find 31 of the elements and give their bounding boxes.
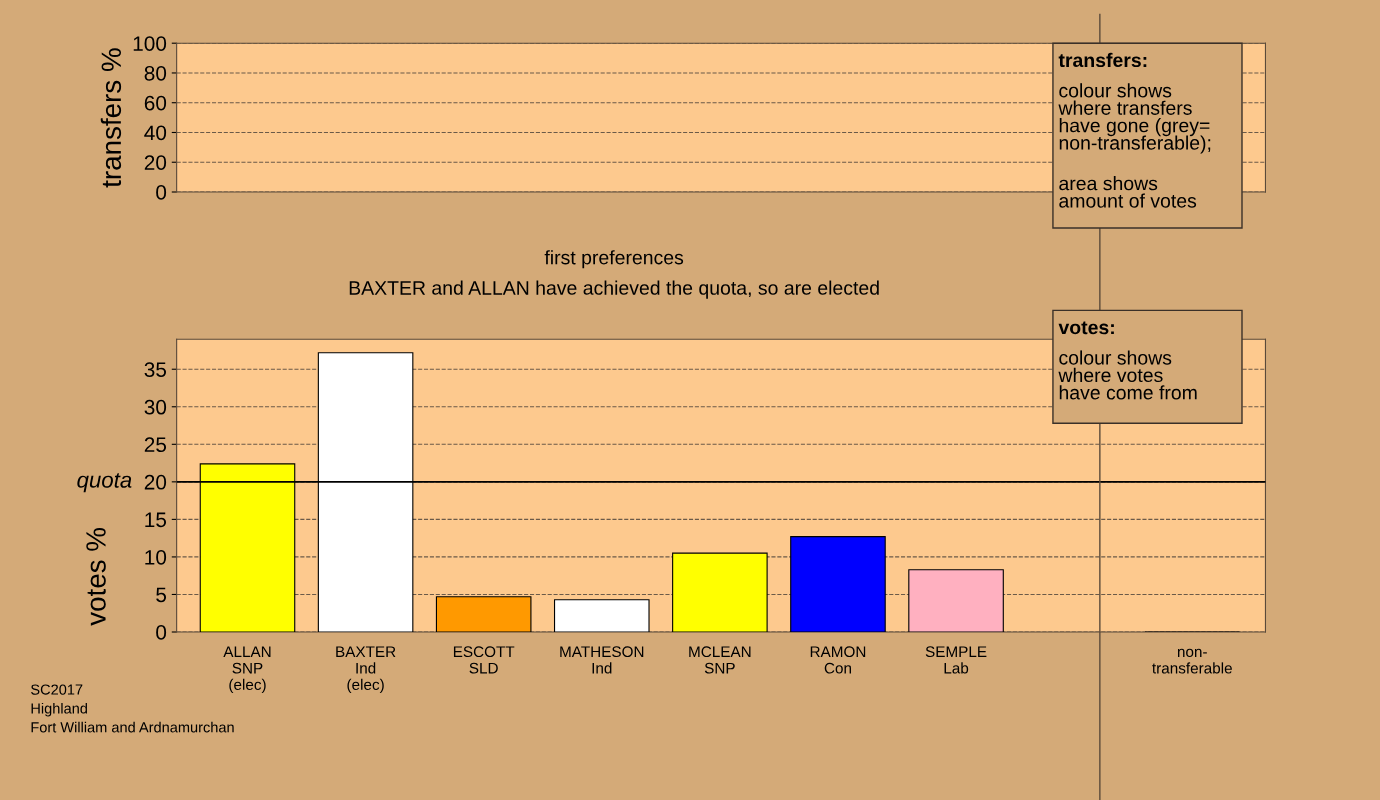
annotation: colour shows where votes have come from — [1058, 350, 1197, 400]
text: votes: — [1058, 321, 1114, 335]
y-tick-label: 0 — [156, 625, 167, 640]
chart-title: first preferences — [544, 250, 684, 269]
x-tick-label: MATHESON Ind — [560, 646, 644, 674]
y-tick-label: 100 — [133, 36, 167, 51]
x-tick-label: MCLEAN SNP — [689, 646, 751, 674]
x-tick-label: SEMPLE Lab — [925, 646, 987, 674]
ref-line-label: quota — [77, 473, 132, 493]
y-tick-label: 80 — [144, 65, 167, 81]
x-tick-label: ESCOTT SLD — [453, 646, 515, 674]
x-tick-label: non- transferable — [1152, 648, 1232, 674]
y-tick-label: 25 — [144, 437, 167, 453]
y-tick-label: 0 — [156, 185, 167, 200]
x-tick-label: BAXTER Ind (elec) — [336, 646, 396, 694]
chart-subtitle: BAXTER and ALLAN have achieved the quota, so are elected — [349, 280, 879, 299]
y-tick-label: 20 — [144, 155, 167, 170]
annotation: transfers: — [1058, 52, 1147, 68]
y-tick-label: 15 — [145, 512, 167, 528]
y-tick-label: 30 — [144, 399, 167, 415]
annotation: colour shows where transfers have gone (grey= non-transferable); — [1058, 83, 1211, 154]
y-axis-title: votes % — [86, 527, 106, 626]
y-tick-label: 40 — [144, 125, 167, 141]
y-axis-title: transfers % — [100, 48, 122, 188]
y-tick-label: 10 — [145, 549, 167, 565]
y-tick-label: 5 — [156, 587, 167, 603]
x-tick-label: RAMON Con — [810, 646, 866, 674]
y-tick-label: 35 — [144, 362, 167, 377]
y-tick-label: 20 — [144, 474, 167, 490]
annotation: area shows amount of votes — [1059, 176, 1197, 208]
y-tick-label: 60 — [144, 95, 167, 111]
